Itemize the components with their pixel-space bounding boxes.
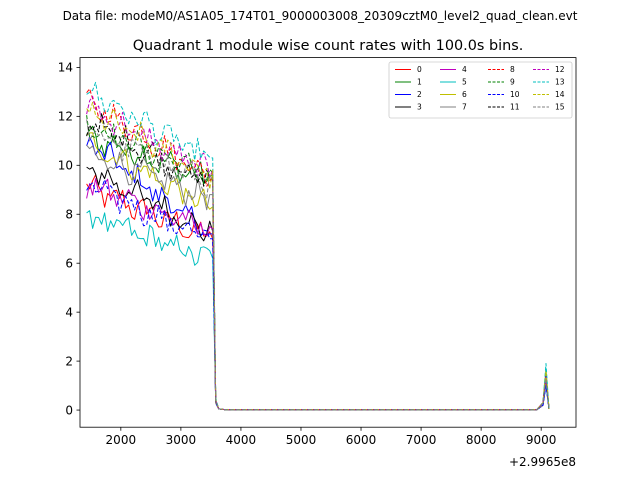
y-tick-label: 4	[65, 305, 73, 319]
chart-suptitle: Data file: modeM0/AS1A05_174T01_90000030…	[63, 9, 578, 23]
legend-box	[388, 61, 573, 119]
y-tick-label: 10	[58, 159, 73, 173]
legend-label-9: 9	[510, 78, 515, 87]
x-axis: 2000 3000 4000 5000 6000 7000 8000 9000	[106, 427, 557, 447]
legend-label-11: 11	[510, 103, 520, 112]
plot-area	[79, 57, 577, 428]
y-tick-label: 2	[65, 354, 73, 368]
y-tick-label: 6	[65, 257, 73, 271]
legend-label-7: 7	[462, 103, 467, 112]
x-tick-label: 4000	[226, 433, 257, 447]
legend-label-8: 8	[510, 65, 515, 74]
x-tick-label: 9000	[526, 433, 557, 447]
y-axis: 0 2 4 6 8 10 12 14	[58, 61, 80, 417]
axes-frame	[79, 57, 577, 428]
legend-label-6: 6	[462, 90, 467, 99]
legend-label-3: 3	[417, 103, 422, 112]
legend-label-1: 1	[417, 78, 422, 87]
x-tick-label: 5000	[286, 433, 317, 447]
x-tick-label: 3000	[166, 433, 197, 447]
series-layer	[86, 81, 550, 411]
y-tick-label: 14	[58, 61, 73, 75]
y-tick-label: 12	[58, 110, 73, 124]
legend-label-5: 5	[462, 78, 467, 87]
series-line-15	[86, 119, 550, 411]
x-tick-label: 6000	[346, 433, 377, 447]
y-tick-label: 0	[65, 403, 73, 417]
legend-label-15: 15	[555, 103, 565, 112]
x-tick-label: 8000	[466, 433, 497, 447]
legend-label-0: 0	[417, 65, 422, 74]
legend-label-10: 10	[510, 90, 520, 99]
chart-title: Quadrant 1 module wise count rates with …	[133, 38, 524, 54]
x-axis-offset-label: +2.9965e8	[509, 455, 576, 469]
legend-label-13: 13	[555, 78, 565, 87]
x-tick-label: 7000	[406, 433, 437, 447]
legend-label-2: 2	[417, 90, 422, 99]
y-tick-label: 8	[65, 208, 73, 222]
x-tick-label: 2000	[106, 433, 137, 447]
legend-label-4: 4	[462, 65, 467, 74]
legend-label-12: 12	[555, 65, 565, 74]
legend-label-14: 14	[555, 90, 565, 99]
